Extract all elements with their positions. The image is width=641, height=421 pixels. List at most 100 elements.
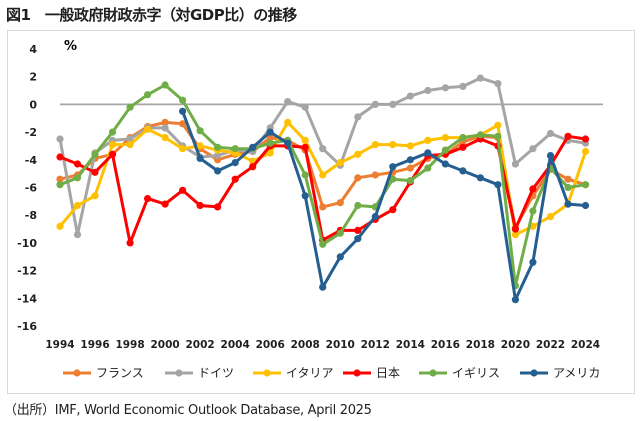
- legend-marker: [175, 369, 183, 377]
- data-point: [196, 154, 204, 162]
- data-point: [73, 231, 82, 239]
- data-point: [91, 192, 99, 200]
- y-tick-label: -8: [25, 209, 37, 222]
- data-point: [476, 74, 484, 82]
- data-point: [424, 164, 432, 172]
- series-イギリス: [56, 81, 590, 290]
- data-point: [564, 183, 572, 192]
- legend-item: ドイツ: [165, 366, 234, 380]
- data-point: [389, 163, 397, 171]
- legend-marker: [530, 369, 538, 377]
- y-unit-label: %: [64, 39, 77, 54]
- data-point: [231, 159, 239, 167]
- data-point: [424, 136, 432, 144]
- data-point: [144, 195, 152, 203]
- data-point: [73, 160, 82, 168]
- data-point: [161, 134, 169, 142]
- legend-marker: [353, 369, 361, 377]
- data-point: [214, 167, 222, 175]
- data-point: [494, 80, 502, 88]
- data-point: [406, 177, 414, 185]
- data-point: [301, 103, 309, 111]
- data-point: [56, 222, 64, 230]
- data-point: [581, 147, 590, 156]
- data-point: [511, 231, 519, 239]
- data-point: [301, 192, 309, 200]
- x-tick-label: 2012: [361, 339, 390, 351]
- data-point: [214, 152, 222, 160]
- legend-label: ドイツ: [198, 366, 234, 380]
- data-point: [249, 143, 257, 151]
- data-point: [231, 145, 239, 153]
- data-point: [319, 145, 327, 153]
- plot-area: [56, 74, 590, 304]
- data-point: [108, 150, 117, 158]
- legend: フランス ドイツ イタリア 日本 イギリス アメリカ: [63, 366, 600, 380]
- data-point: [441, 160, 449, 168]
- data-point: [371, 100, 379, 108]
- data-point: [249, 163, 257, 171]
- data-point: [266, 139, 274, 147]
- x-tick-label: 2000: [150, 339, 179, 351]
- data-point: [406, 156, 414, 164]
- legend-label: アメリカ: [553, 366, 600, 380]
- x-tick-label: 2018: [466, 339, 495, 351]
- data-point: [266, 149, 274, 157]
- data-point: [511, 225, 519, 233]
- x-tick-label: 1996: [80, 339, 109, 351]
- data-point: [371, 213, 379, 221]
- data-point: [546, 152, 555, 160]
- data-point: [161, 200, 169, 208]
- data-point: [494, 181, 502, 189]
- data-point: [459, 82, 467, 90]
- data-point: [459, 143, 467, 151]
- data-point: [196, 142, 204, 150]
- data-point: [581, 201, 590, 210]
- data-point: [301, 143, 309, 151]
- y-tick-label: -16: [17, 320, 37, 333]
- x-tick-label: 2020: [501, 339, 530, 351]
- data-point: [214, 143, 222, 151]
- y-tick-label: 4: [29, 43, 37, 56]
- y-tick-label: 2: [29, 71, 37, 84]
- y-tick-label: -2: [25, 126, 37, 139]
- legend-marker: [429, 369, 437, 377]
- data-point: [319, 283, 327, 291]
- data-point: [389, 206, 397, 214]
- data-point: [476, 131, 484, 139]
- data-point: [529, 258, 537, 266]
- legend-marker: [73, 369, 81, 377]
- data-point: [529, 145, 537, 153]
- data-point: [319, 171, 327, 179]
- legend-marker: [263, 369, 271, 377]
- x-axis: 1994 1996 1998 2000 2002 2004 2006 2008 2010 2012…: [45, 339, 600, 351]
- data-point: [126, 239, 134, 247]
- data-point: [459, 167, 467, 175]
- data-point: [161, 124, 169, 132]
- series-line: [181, 109, 587, 302]
- data-point: [529, 207, 537, 215]
- data-point: [406, 164, 414, 172]
- x-tick-label: 2010: [326, 339, 355, 351]
- data-point: [336, 253, 344, 261]
- data-point: [231, 175, 239, 183]
- y-tick-label: -6: [25, 182, 38, 195]
- data-point: [459, 134, 467, 142]
- legend-item: フランス: [63, 366, 144, 380]
- data-point: [389, 175, 397, 183]
- data-point: [284, 139, 292, 147]
- data-point: [73, 174, 82, 182]
- x-tick-label: 1994: [45, 339, 74, 351]
- data-point: [354, 174, 362, 182]
- data-point: [511, 296, 519, 304]
- y-tick-label: -4: [25, 154, 38, 167]
- data-point: [196, 201, 204, 210]
- data-point: [354, 150, 362, 158]
- data-point: [319, 240, 327, 248]
- data-point: [476, 174, 484, 182]
- data-point: [319, 203, 327, 211]
- x-tick-label: 2002: [186, 339, 215, 351]
- data-point: [91, 150, 99, 158]
- legend-label: イギリス: [452, 366, 500, 380]
